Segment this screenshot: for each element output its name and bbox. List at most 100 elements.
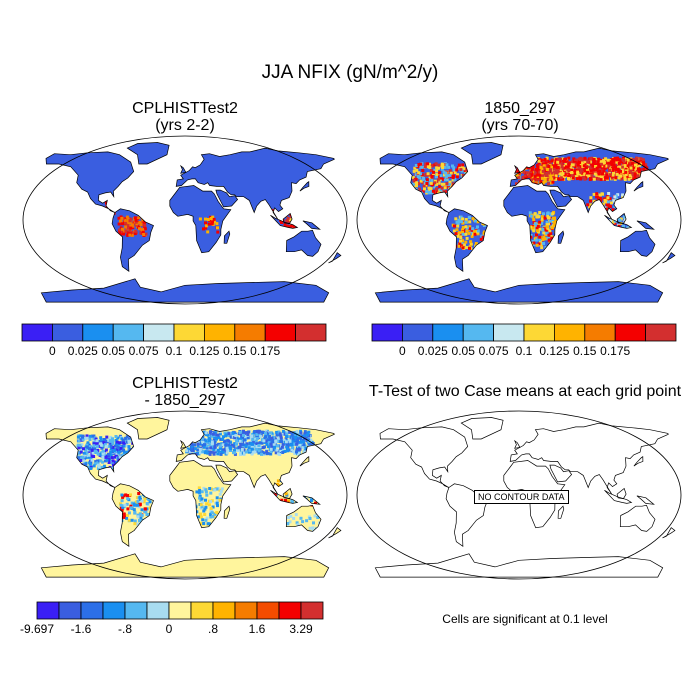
- grid-cell: [618, 158, 622, 162]
- grid-cell: [609, 160, 613, 164]
- grid-cell: [197, 490, 201, 494]
- grid-cell: [605, 207, 609, 211]
- grid-cell: [590, 162, 594, 166]
- grid-cell: [104, 448, 108, 452]
- grid-cell: [554, 220, 558, 223]
- grid-cell: [112, 449, 116, 453]
- grid-cell: [305, 431, 309, 435]
- grid-cell: [465, 229, 469, 233]
- grid-cell: [435, 182, 438, 186]
- coast-eurasia: [175, 147, 335, 220]
- grid-cell: [92, 438, 96, 442]
- grid-cell: [535, 243, 539, 247]
- grid-cell: [134, 218, 138, 222]
- grid-cell: [84, 448, 88, 452]
- grid-cell: [246, 436, 250, 440]
- grid-cell: [232, 444, 236, 448]
- grid-cell: [535, 229, 539, 233]
- grid-cell: [541, 174, 545, 178]
- coast-antarctica: [374, 553, 664, 578]
- colorbar-case2: 0 0.025 0.05 0.075 0.1 0.125 0.15 0.175: [371, 323, 677, 358]
- grid-cell: [104, 443, 107, 447]
- grid-cell: [78, 450, 82, 454]
- land-northAmerica: [46, 151, 134, 213]
- grid-cell: [93, 447, 97, 451]
- colorbar-label: 0.1: [166, 344, 183, 358]
- grid-cell: [109, 439, 113, 443]
- grid-cell: [560, 174, 564, 178]
- grid-cell: [442, 190, 446, 194]
- grid-cell: [427, 186, 431, 190]
- grid-cell: [130, 233, 134, 237]
- grid-cell: [545, 156, 549, 160]
- colorbar-label: 0.025: [68, 344, 98, 358]
- grid-cell: [253, 430, 256, 434]
- grid-cell: [464, 220, 468, 224]
- grid-cell: [90, 454, 94, 458]
- grid-cell: [91, 434, 95, 438]
- grid-cell: [615, 160, 619, 164]
- grid-cell: [544, 169, 548, 173]
- coast-newGuinea: [302, 495, 321, 505]
- grid-cell: [533, 222, 537, 226]
- land-madagascar: [558, 506, 564, 519]
- grid-cell: [109, 435, 113, 439]
- grid-cell: [119, 503, 123, 507]
- grid-cell: [109, 444, 113, 448]
- colorbar-label: 0: [49, 344, 56, 358]
- grid-cell: [227, 443, 231, 447]
- grid-cell: [212, 438, 216, 442]
- grid-cell: [127, 518, 131, 522]
- grid-cell: [574, 174, 578, 178]
- grid-cell: [196, 444, 200, 448]
- grid-cell: [108, 442, 112, 446]
- grid-cell: [535, 178, 538, 182]
- grid-cell: [538, 170, 542, 174]
- grid-cell: [299, 431, 303, 435]
- grid-cell: [567, 163, 571, 167]
- grid-cell: [286, 435, 290, 439]
- grid-cell: [607, 204, 611, 208]
- grid-cell: [550, 171, 554, 175]
- colorbar-box: [203, 323, 236, 342]
- grid-cell: [437, 166, 440, 170]
- coast-northAmerica: [45, 426, 135, 488]
- grid-cell: [452, 229, 456, 233]
- coast-greenland: [126, 417, 170, 440]
- grid-cell: [447, 184, 450, 188]
- grid-cell: [618, 174, 622, 178]
- grid-cell: [209, 500, 213, 504]
- grid-cell: [216, 230, 220, 234]
- grid-cell: [538, 238, 542, 242]
- grid-cell: [109, 450, 113, 454]
- grid-cell: [267, 445, 270, 449]
- grid-cell: [120, 508, 124, 512]
- land-greenland: [461, 142, 504, 164]
- colorbar-box: [278, 601, 302, 620]
- grid-cell: [139, 227, 143, 231]
- grid-cell: [104, 455, 108, 459]
- grid-cell: [539, 176, 543, 180]
- grid-cell: [225, 446, 229, 450]
- grid-cell: [589, 203, 593, 207]
- colorbar-box: [52, 323, 84, 342]
- grid-cell: [92, 455, 96, 458]
- grid-cell: [213, 512, 217, 516]
- grid-cell: [200, 497, 204, 501]
- grid-cell: [114, 438, 118, 442]
- panel-title-case1-years: (yrs 2-2): [155, 117, 215, 134]
- grid-cell: [211, 432, 215, 436]
- grid-cell: [128, 448, 132, 451]
- coast-japan: [633, 181, 644, 192]
- grid-cell: [87, 453, 91, 457]
- grid-cell: [204, 498, 207, 502]
- grid-cell: [576, 163, 580, 167]
- grid-cell: [433, 179, 437, 183]
- grid-cell: [542, 242, 546, 246]
- grid-cell: [575, 168, 579, 172]
- grid-cell: [233, 452, 237, 456]
- grid-cell: [101, 455, 105, 459]
- grid-cell: [276, 444, 279, 448]
- grid-cell: [541, 227, 545, 231]
- grid-cell: [93, 462, 97, 466]
